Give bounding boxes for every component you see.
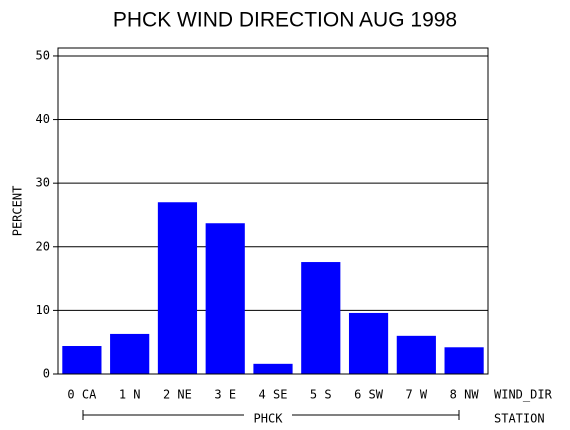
group-label: PHCK (254, 412, 284, 426)
x-tick-label: 8 NW (450, 388, 480, 402)
group-axis-label: STATION (494, 412, 545, 426)
bar (62, 346, 102, 374)
x-tick-label: 2 NE (163, 388, 192, 402)
bar (444, 347, 484, 374)
y-tick-label: 20 (36, 239, 50, 253)
bar (110, 333, 150, 374)
bar (396, 335, 436, 374)
y-tick-label: 40 (36, 112, 50, 126)
bar (253, 363, 293, 374)
y-tick-label: 50 (36, 48, 50, 62)
group-bracket (82, 410, 460, 420)
y-tick-label: 10 (36, 303, 50, 317)
bar (348, 312, 389, 374)
bar (157, 202, 198, 374)
plot-frame (57, 47, 489, 375)
x-tick-label: 7 W (405, 388, 427, 402)
chart-title: PHCK WIND DIRECTION AUG 1998 (113, 9, 457, 32)
x-tick-label: 5 S (310, 388, 332, 402)
y-tick-label: 0 (43, 367, 50, 381)
bar (301, 262, 341, 374)
x-axis-label: WIND_DIR (494, 388, 553, 402)
x-tick-label: 6 SW (354, 388, 384, 402)
x-tick-label: 1 N (119, 388, 141, 402)
x-tick-label: 4 SE (259, 388, 288, 402)
x-tick-label: 0 CA (67, 388, 97, 402)
x-tick-label: 3 E (214, 388, 236, 402)
y-tick-label: 30 (36, 176, 50, 190)
y-axis-label: PERCENT (11, 186, 25, 237)
bar (205, 223, 245, 374)
